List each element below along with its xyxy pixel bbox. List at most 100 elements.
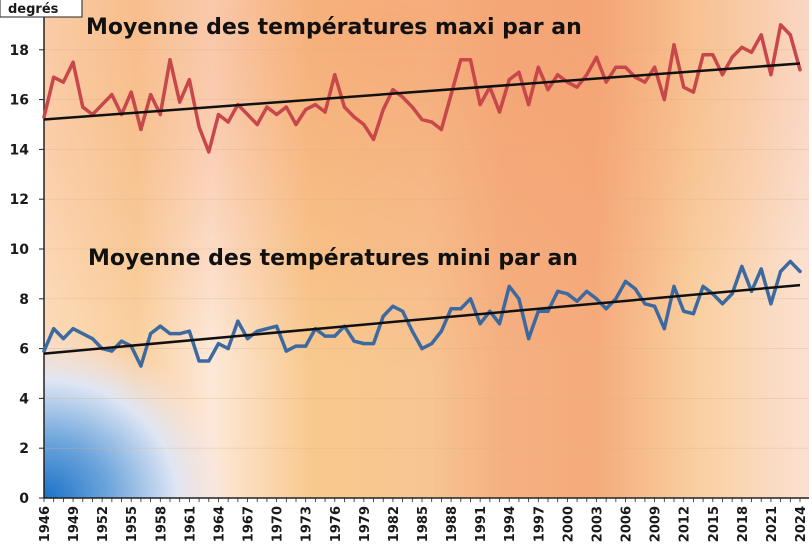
data-point — [662, 98, 666, 102]
data-point — [284, 105, 288, 109]
data-point — [740, 264, 744, 269]
data-point — [527, 337, 531, 341]
data-point — [187, 329, 191, 333]
data-point — [556, 289, 560, 293]
data-point — [158, 112, 162, 117]
data-point — [110, 93, 114, 97]
data-point — [304, 344, 308, 348]
data-point — [662, 327, 666, 331]
data-point — [779, 23, 783, 27]
x-tick-label: 1967 — [242, 506, 257, 542]
data-point — [507, 78, 511, 82]
data-point — [371, 342, 376, 346]
trend-line-1 — [43, 283, 801, 355]
data-point — [711, 53, 715, 57]
data-point — [245, 337, 250, 341]
data-point — [410, 105, 414, 109]
x-tick-label: 1985 — [416, 506, 431, 542]
data-point — [565, 292, 569, 296]
data-point — [265, 105, 269, 109]
data-point — [788, 259, 792, 264]
data-point — [275, 112, 279, 117]
data-point — [614, 65, 618, 69]
data-point — [42, 115, 46, 119]
data-point — [119, 339, 124, 343]
data-point — [468, 58, 473, 62]
data-point — [42, 349, 46, 353]
data-point — [633, 287, 637, 291]
data-point — [459, 307, 463, 311]
series-lines — [42, 23, 802, 368]
data-point — [769, 73, 773, 77]
data-point — [90, 337, 95, 341]
data-point — [720, 302, 725, 306]
data-point — [730, 292, 734, 296]
data-point — [478, 102, 482, 107]
data-point — [672, 43, 676, 47]
y-tick-label: 2 — [19, 441, 29, 457]
data-point — [71, 60, 75, 64]
data-point — [178, 332, 182, 336]
data-point — [226, 347, 230, 351]
data-point — [740, 45, 744, 49]
data-point — [720, 73, 725, 77]
data-point — [614, 297, 618, 301]
data-point — [245, 112, 250, 117]
y-tick-label: 0 — [19, 491, 29, 507]
x-tick-label: 1958 — [154, 506, 169, 542]
data-point — [187, 78, 191, 82]
x-tick-label: 1994 — [503, 506, 518, 542]
x-tick-label: 1976 — [329, 506, 344, 542]
data-point — [352, 339, 356, 343]
x-tick-label: 1970 — [271, 506, 286, 542]
data-point — [517, 70, 521, 74]
data-point — [759, 267, 763, 271]
data-point — [691, 312, 695, 316]
data-point — [226, 120, 230, 124]
data-point — [71, 327, 75, 331]
data-point — [430, 120, 434, 124]
data-point — [497, 110, 502, 114]
data-point — [149, 93, 153, 97]
data-point — [594, 297, 599, 301]
data-point — [788, 33, 792, 37]
data-point — [585, 289, 589, 293]
y-tick-labels: 0 2 4 6 8 10 12 14 16 18 — [10, 43, 30, 507]
data-point — [284, 349, 288, 353]
x-tick-label: 1979 — [358, 506, 373, 542]
data-point — [216, 112, 221, 117]
trend-line-0 — [43, 62, 801, 121]
data-point — [236, 319, 240, 323]
data-point — [129, 90, 133, 94]
data-point — [420, 117, 424, 122]
y-tick-label: 18 — [10, 43, 29, 59]
data-point — [333, 334, 337, 338]
data-point — [168, 58, 172, 62]
data-point — [207, 150, 211, 154]
x-tick-label: 1973 — [300, 506, 315, 542]
x-tick-label: 1955 — [125, 506, 140, 542]
data-point — [478, 322, 482, 326]
data-point — [342, 105, 347, 109]
data-point — [672, 284, 676, 288]
data-point — [352, 115, 356, 119]
data-point — [594, 55, 599, 59]
y-tick-label: 6 — [19, 342, 29, 358]
y-tick-label: 16 — [10, 93, 29, 109]
data-point — [682, 309, 686, 313]
data-point — [391, 88, 395, 92]
data-point — [362, 122, 366, 127]
data-point — [110, 349, 114, 353]
data-point — [623, 279, 628, 283]
data-point — [313, 102, 317, 107]
data-point — [701, 284, 705, 288]
data-point — [527, 102, 531, 107]
data-point — [197, 359, 201, 363]
data-point — [401, 95, 405, 99]
y-tick-label: 12 — [10, 192, 29, 208]
series-title-0: Moyenne des températures maxi par an — [86, 15, 582, 40]
data-point — [100, 102, 104, 107]
data-point — [507, 284, 511, 288]
data-point — [61, 337, 65, 341]
